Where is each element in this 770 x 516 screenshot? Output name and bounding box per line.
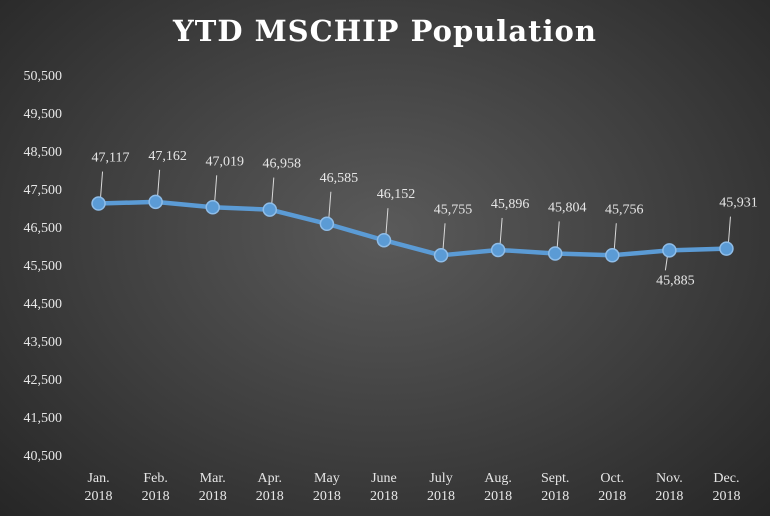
leader-line [499,217,503,244]
data-label: 45,885 [656,273,695,288]
x-tick-label: May [314,471,340,486]
data-point [205,200,220,215]
data-point [433,248,449,263]
data-point [262,202,278,217]
data-label: 45,804 [548,200,587,215]
data-label: 46,152 [377,187,416,202]
data-label: 47,019 [205,154,244,169]
data-point [605,248,620,263]
chart-title: YTD MSCHIP Population [173,14,597,48]
x-tick-year: 2018 [427,489,455,504]
x-tick-label: Nov. [656,471,683,486]
x-tick-year: 2018 [142,489,170,504]
leader-line [442,223,446,250]
data-label: 47,117 [92,151,130,166]
leader-line [556,221,560,248]
y-tick-label: 49,500 [24,107,63,122]
leader-line [100,171,104,198]
data-label: 46,958 [263,157,302,172]
leader-line [385,208,389,235]
y-tick-label: 45,500 [24,259,63,274]
x-tick-year: 2018 [85,489,113,504]
x-axis-ticks: Jan. 2018 Feb. 2018 Mar. 2018 Apr. 2018 May 2018 J… [85,471,741,504]
x-tick-year: 2018 [256,489,284,504]
x-tick-year: 2018 [655,489,683,504]
leader-line [727,216,731,243]
y-tick-label: 40,500 [24,449,63,464]
data-label: 47,162 [148,149,187,164]
x-tick-label: Dec. [713,471,739,486]
leader-line [214,175,218,202]
data-point [547,246,563,261]
x-tick-label: Oct. [600,471,624,486]
data-point [91,196,106,211]
data-labels: 47,117 47,162 47,019 46,958 46,585 46,152 45,7… [92,149,758,289]
data-point [662,243,677,258]
x-tick-label: June [371,471,397,486]
x-tick-year: 2018 [199,489,227,504]
data-point [148,194,163,210]
y-tick-label: 46,500 [24,221,63,236]
x-tick-year: 2018 [484,489,512,504]
x-tick-year: 2018 [370,489,398,504]
x-tick-label: Aug. [484,471,512,486]
y-tick-label: 43,500 [24,335,63,350]
data-point [319,216,335,232]
leader-line [157,169,161,196]
leader-line [328,191,332,218]
leader-line [271,177,275,204]
y-axis-ticks: 40,500 41,500 42,500 43,500 44,500 45,500 46,5… [24,69,63,464]
data-label-leaders [100,169,731,271]
y-tick-label: 48,500 [24,145,63,160]
y-tick-label: 44,500 [24,297,63,312]
data-label: 45,931 [719,196,758,211]
series-layer [91,194,734,263]
x-tick-label: Feb. [143,471,168,486]
x-tick-label: Sept. [541,471,569,486]
x-tick-year: 2018 [541,489,569,504]
data-label: 45,896 [491,197,530,212]
leader-line [613,223,617,250]
y-tick-label: 41,500 [24,411,63,426]
data-point [376,232,392,248]
leader-line [664,256,668,271]
series-line [96,199,729,258]
x-tick-label: Apr. [258,471,283,486]
data-label: 46,585 [320,171,359,186]
x-tick-year: 2018 [712,489,740,504]
data-label: 45,755 [434,202,473,217]
x-tick-year: 2018 [598,489,626,504]
data-point [719,241,734,256]
x-tick-label: Jan. [87,471,109,486]
x-tick-label: Mar. [200,471,226,486]
x-tick-year: 2018 [313,489,341,504]
y-tick-label: 50,500 [24,69,63,84]
y-tick-label: 42,500 [24,373,63,388]
data-point [490,242,506,258]
x-tick-label: July [429,471,452,486]
data-label: 45,756 [605,202,644,217]
y-tick-label: 47,500 [24,183,63,198]
